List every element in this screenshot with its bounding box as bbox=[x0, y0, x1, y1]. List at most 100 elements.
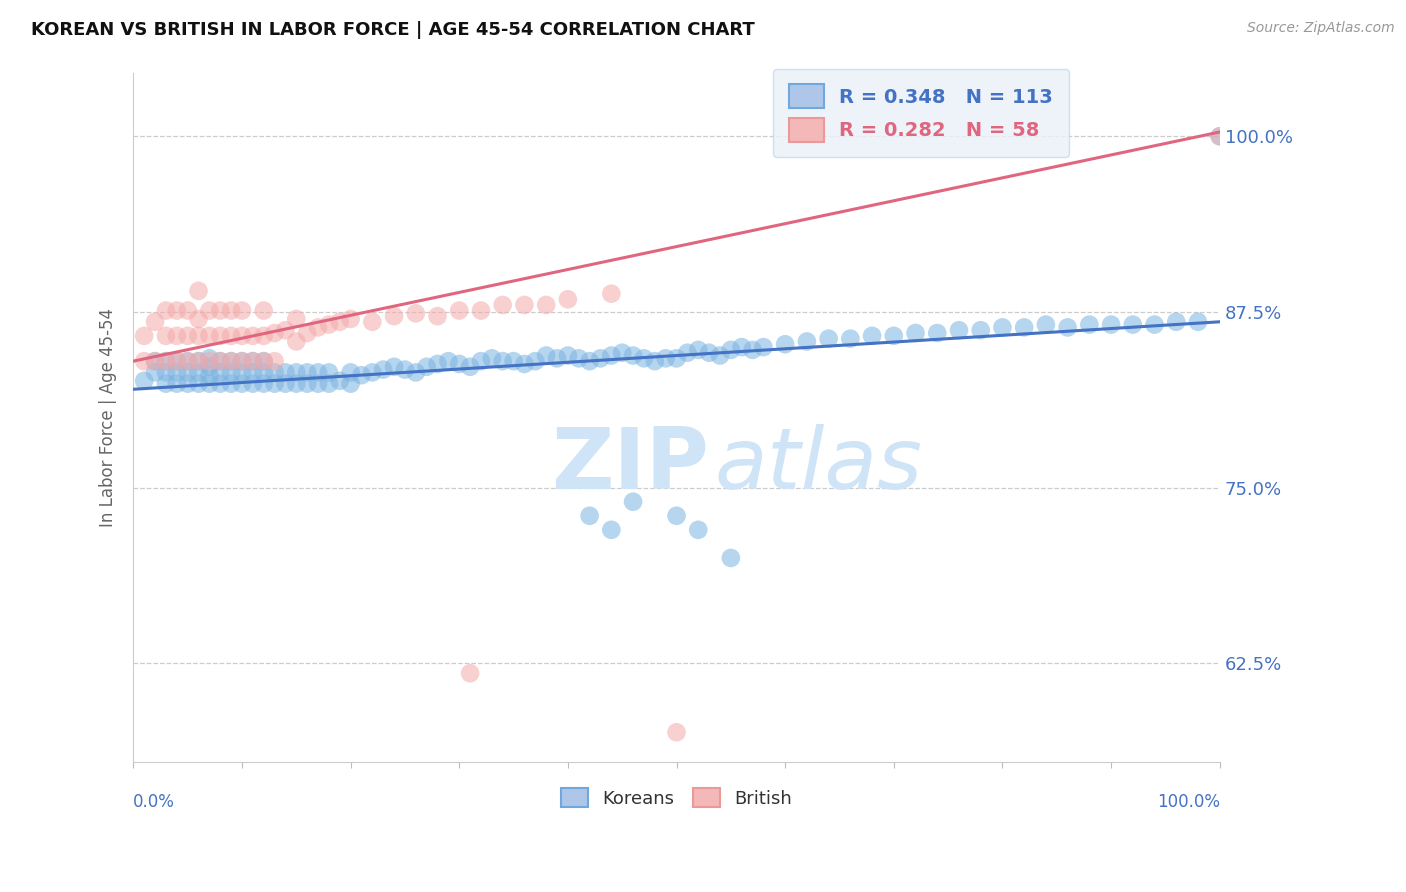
Text: 0.0%: 0.0% bbox=[134, 793, 176, 811]
Point bbox=[295, 326, 318, 340]
Point bbox=[231, 354, 253, 368]
Point bbox=[285, 376, 308, 391]
Point bbox=[274, 365, 297, 379]
Point bbox=[1122, 318, 1144, 332]
Point bbox=[361, 315, 384, 329]
Point bbox=[458, 666, 481, 681]
Point bbox=[752, 340, 775, 354]
Point bbox=[697, 345, 720, 359]
Text: KOREAN VS BRITISH IN LABOR FORCE | AGE 45-54 CORRELATION CHART: KOREAN VS BRITISH IN LABOR FORCE | AGE 4… bbox=[31, 21, 755, 39]
Point bbox=[1143, 318, 1166, 332]
Point bbox=[176, 329, 198, 343]
Point bbox=[1209, 129, 1232, 144]
Point bbox=[449, 357, 471, 371]
Point bbox=[502, 354, 524, 368]
Point bbox=[578, 354, 600, 368]
Point bbox=[187, 354, 209, 368]
Point bbox=[198, 354, 221, 368]
Point bbox=[405, 306, 427, 320]
Point bbox=[709, 349, 731, 363]
Point bbox=[253, 365, 276, 379]
Point bbox=[263, 376, 285, 391]
Point bbox=[329, 374, 352, 388]
Point bbox=[839, 332, 862, 346]
Point bbox=[143, 354, 166, 368]
Point bbox=[209, 303, 232, 318]
Point bbox=[176, 365, 198, 379]
Point bbox=[209, 365, 232, 379]
Point bbox=[295, 376, 318, 391]
Point bbox=[187, 284, 209, 298]
Point bbox=[253, 376, 276, 391]
Point bbox=[557, 349, 579, 363]
Point bbox=[187, 329, 209, 343]
Point bbox=[633, 351, 655, 366]
Point bbox=[534, 298, 557, 312]
Point bbox=[449, 303, 471, 318]
Point bbox=[253, 303, 276, 318]
Point bbox=[470, 303, 492, 318]
Point bbox=[339, 365, 361, 379]
Point bbox=[155, 376, 177, 391]
Point bbox=[688, 343, 710, 357]
Point bbox=[546, 351, 568, 366]
Point bbox=[198, 329, 221, 343]
Point bbox=[394, 362, 416, 376]
Point bbox=[773, 337, 796, 351]
Point bbox=[373, 362, 395, 376]
Point bbox=[405, 365, 427, 379]
Point bbox=[209, 329, 232, 343]
Point bbox=[621, 494, 644, 508]
Point bbox=[860, 329, 883, 343]
Point bbox=[470, 354, 492, 368]
Point bbox=[720, 550, 742, 565]
Point bbox=[219, 329, 242, 343]
Point bbox=[534, 349, 557, 363]
Point bbox=[578, 508, 600, 523]
Point bbox=[198, 376, 221, 391]
Point bbox=[231, 303, 253, 318]
Point bbox=[285, 365, 308, 379]
Point bbox=[253, 354, 276, 368]
Point bbox=[143, 354, 166, 368]
Text: 100.0%: 100.0% bbox=[1157, 793, 1220, 811]
Point bbox=[242, 376, 264, 391]
Point bbox=[176, 303, 198, 318]
Y-axis label: In Labor Force | Age 45-54: In Labor Force | Age 45-54 bbox=[100, 308, 117, 527]
Point bbox=[1056, 320, 1078, 334]
Point bbox=[166, 365, 188, 379]
Point bbox=[231, 365, 253, 379]
Point bbox=[644, 354, 666, 368]
Point bbox=[198, 303, 221, 318]
Point bbox=[688, 523, 710, 537]
Point bbox=[492, 298, 515, 312]
Point bbox=[263, 365, 285, 379]
Point bbox=[166, 376, 188, 391]
Point bbox=[492, 354, 515, 368]
Point bbox=[318, 318, 340, 332]
Point bbox=[948, 323, 970, 337]
Point bbox=[285, 334, 308, 349]
Point bbox=[665, 725, 688, 739]
Point bbox=[458, 359, 481, 374]
Point bbox=[134, 354, 156, 368]
Point bbox=[382, 359, 405, 374]
Point bbox=[253, 354, 276, 368]
Point bbox=[219, 354, 242, 368]
Point bbox=[796, 334, 818, 349]
Point bbox=[1166, 315, 1188, 329]
Point bbox=[187, 354, 209, 368]
Legend: Koreans, British: Koreans, British bbox=[554, 780, 799, 814]
Point bbox=[242, 354, 264, 368]
Point bbox=[1209, 129, 1232, 144]
Point bbox=[339, 312, 361, 326]
Point bbox=[883, 329, 905, 343]
Point bbox=[155, 329, 177, 343]
Point bbox=[621, 349, 644, 363]
Point bbox=[568, 351, 591, 366]
Point bbox=[134, 374, 156, 388]
Point bbox=[176, 354, 198, 368]
Point bbox=[600, 349, 623, 363]
Point bbox=[209, 354, 232, 368]
Point bbox=[198, 351, 221, 366]
